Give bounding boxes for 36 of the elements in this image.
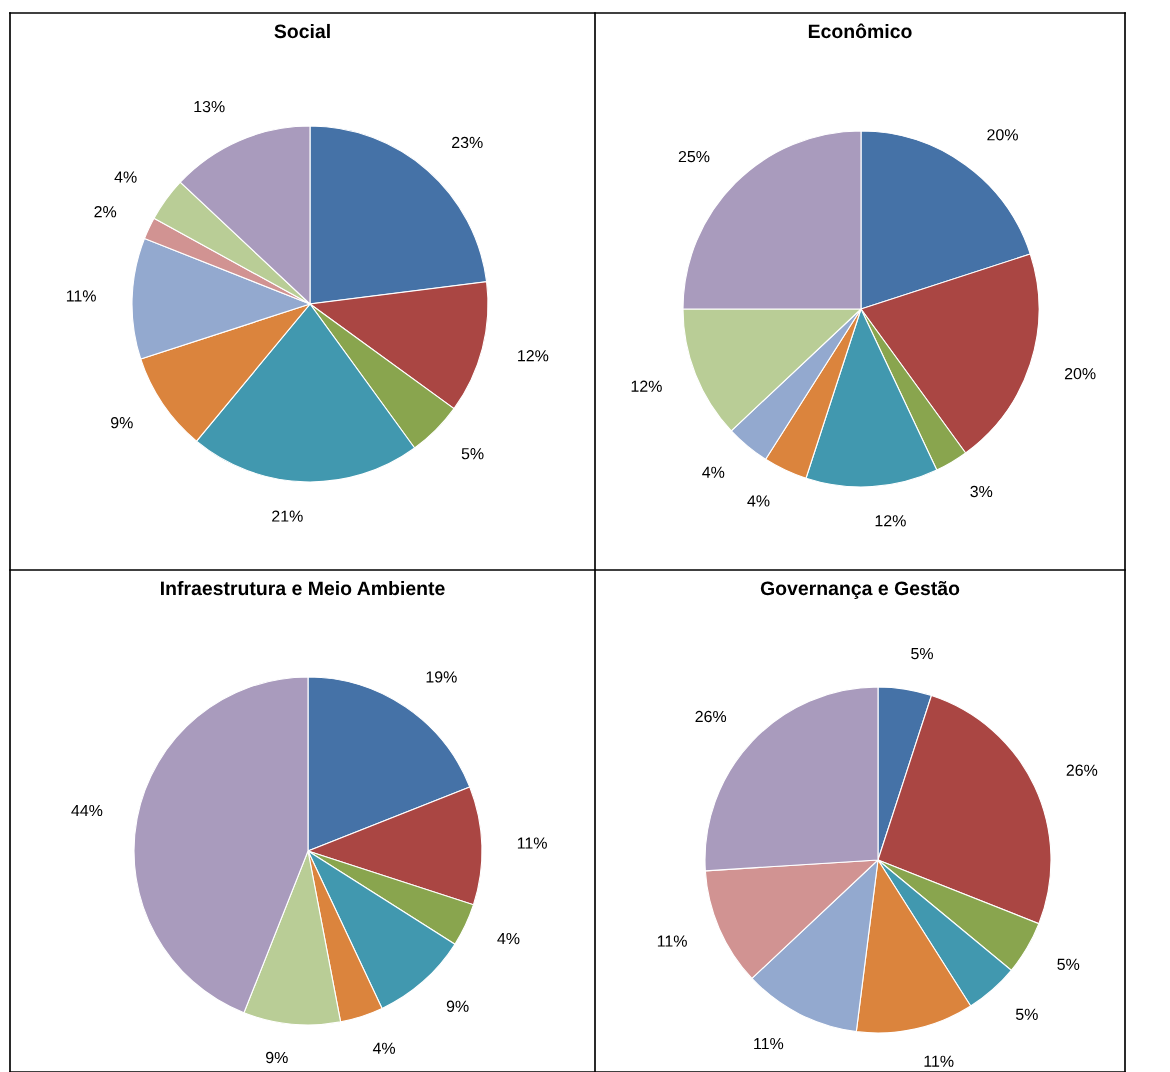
- data-label: 5%: [1057, 958, 1080, 970]
- data-label: 20%: [1064, 367, 1096, 380]
- data-label: 4%: [497, 932, 520, 945]
- data-label: 4%: [372, 1042, 396, 1054]
- data-label: 2%: [94, 206, 117, 218]
- data-label: 9%: [266, 1051, 288, 1064]
- data-label: 5%: [1015, 1008, 1038, 1021]
- data-label: 5%: [461, 448, 484, 460]
- data-label: 5%: [911, 648, 933, 660]
- data-label: 20%: [987, 129, 1018, 141]
- data-label: 21%: [272, 510, 303, 522]
- data-label: 26%: [695, 710, 727, 723]
- data-label: 4%: [747, 495, 770, 507]
- data-label: 12%: [631, 380, 662, 392]
- data-label: 11%: [754, 1038, 784, 1050]
- data-label: 19%: [426, 671, 457, 683]
- data-label: 11%: [657, 935, 687, 947]
- data-label: 3%: [970, 485, 993, 498]
- data-label: 12%: [518, 350, 549, 362]
- data-label: 9%: [111, 417, 133, 429]
- data-label: 4%: [702, 466, 725, 478]
- data-label: 11%: [924, 1055, 954, 1067]
- data-label: 9%: [446, 1000, 469, 1012]
- data-label: 25%: [678, 150, 710, 163]
- chart-title: Infraestrutura e Meio Ambiente: [161, 580, 445, 596]
- data-label: 13%: [194, 100, 225, 113]
- data-label: 11%: [66, 290, 96, 302]
- chart-title: Econômico: [808, 23, 912, 39]
- data-label: 44%: [71, 804, 103, 817]
- data-label: 4%: [114, 171, 137, 183]
- chart-title: Governança e Gestão: [760, 581, 960, 600]
- data-label: 23%: [452, 136, 483, 149]
- chart-title: Social: [274, 23, 330, 39]
- data-label: 12%: [875, 515, 906, 527]
- data-label: 11%: [517, 837, 547, 849]
- data-label: 26%: [1066, 764, 1098, 776]
